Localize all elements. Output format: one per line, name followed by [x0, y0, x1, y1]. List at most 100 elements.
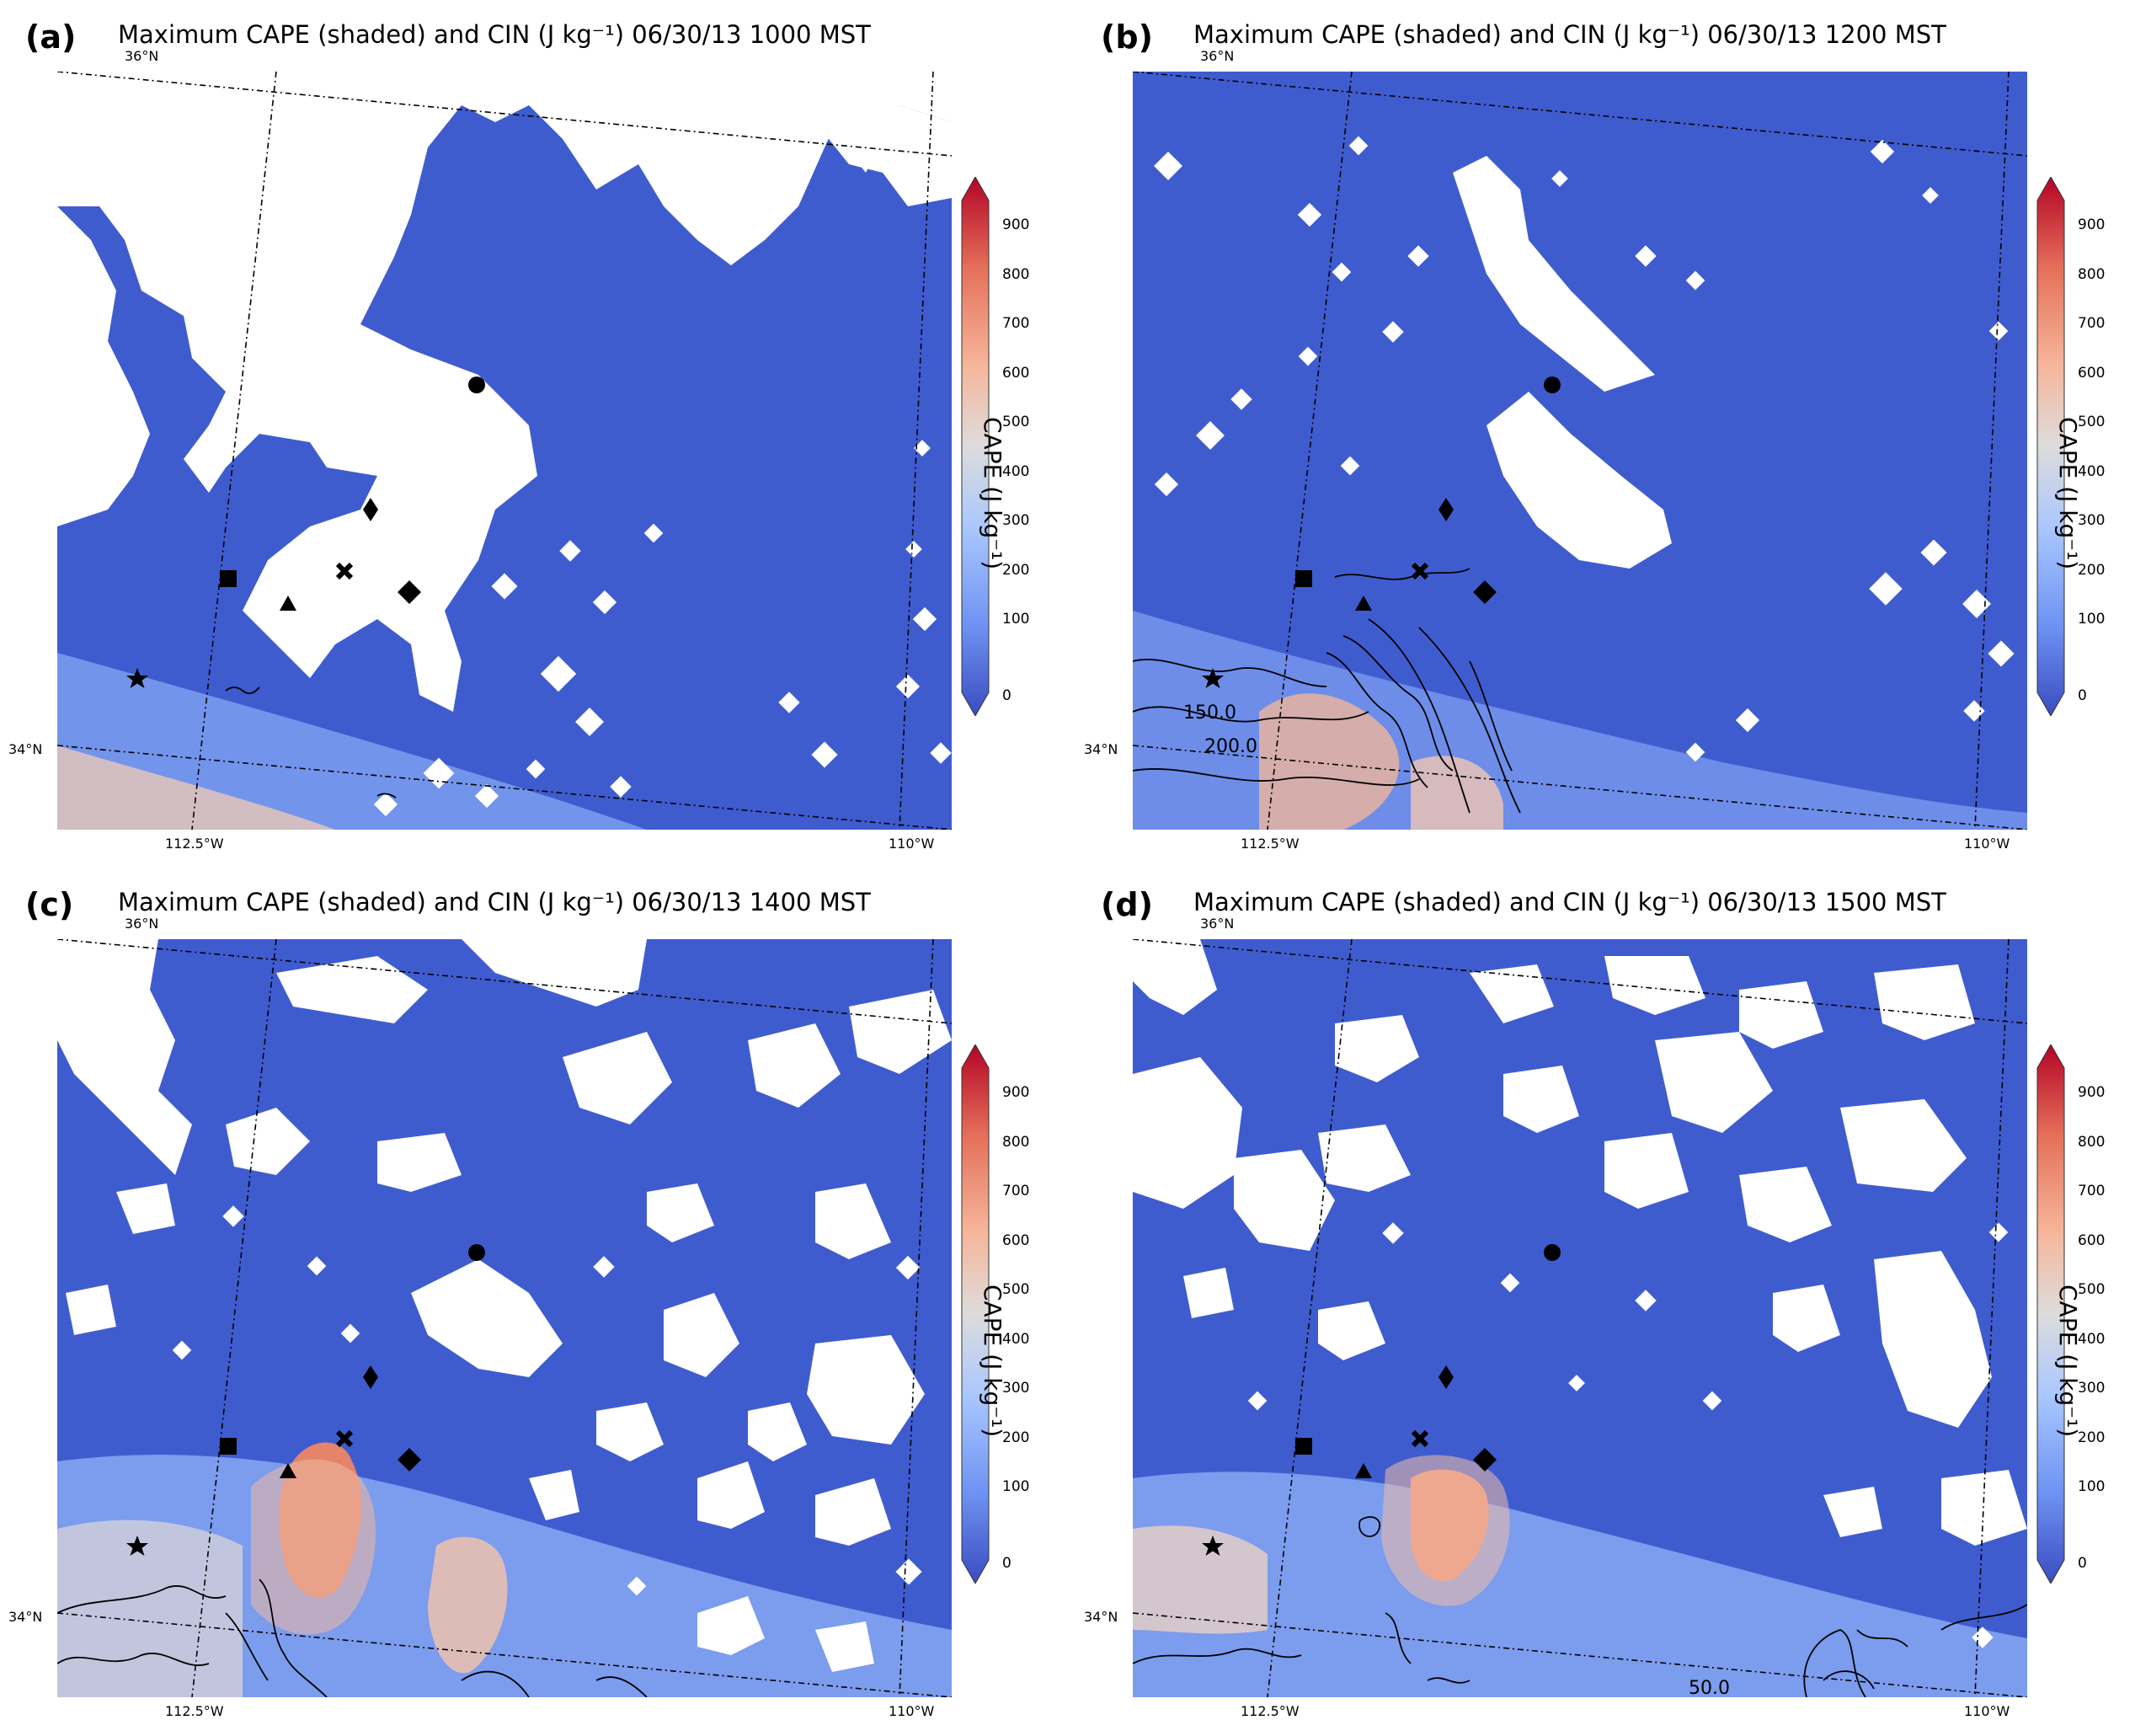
colorbar-tick: 700 — [2078, 1183, 2106, 1199]
colorbar-tick: 400 — [2078, 1331, 2106, 1348]
colorbar-tick: 100 — [1002, 611, 1030, 628]
colorbar-tick: 400 — [2078, 463, 2106, 480]
lon-tick-label: 110°W — [1964, 1703, 2010, 1719]
colorbar-tick: 100 — [2078, 611, 2106, 628]
colorbar-tick: 600 — [1002, 1232, 1030, 1249]
colorbar-tick: 200 — [2078, 562, 2106, 579]
colorbar-tick: 300 — [2078, 512, 2106, 529]
colorbar-label: CAPE (J kg⁻¹) — [979, 417, 1006, 570]
lat-tick-label: 36°N — [125, 916, 159, 932]
lat-tick-label: 36°N — [1200, 916, 1235, 932]
colorbar-tick: 500 — [1002, 414, 1030, 430]
colorbar-tick: 0 — [2078, 1555, 2087, 1572]
colorbar-tick: 700 — [2078, 315, 2106, 332]
cin-contour-label: 50.0 — [1689, 1678, 1730, 1697]
x-marker — [335, 562, 354, 580]
thin-diamond-marker — [363, 1365, 378, 1389]
colorbar-label: CAPE (J kg⁻¹) — [2054, 417, 2082, 570]
colorbar-tick: 900 — [2078, 1084, 2106, 1101]
colorbar-tick: 300 — [2078, 1380, 2106, 1397]
cape-southern-gradient — [1133, 1472, 2027, 1697]
lat-tick-label: 36°N — [1200, 48, 1235, 64]
colorbar-tick: 800 — [2078, 1134, 2106, 1151]
circle-marker — [468, 377, 485, 393]
thin-diamond-marker — [1438, 1365, 1454, 1389]
masked-blobs — [57, 939, 952, 1672]
colorbar — [2036, 1044, 2065, 1584]
panel-b: (b) Maximum CAPE (shaded) and CIN (J kg⁻… — [1076, 0, 2151, 868]
x-marker — [1411, 562, 1429, 580]
graticule — [57, 939, 952, 1697]
cin-contour-label: 200.0 — [1204, 736, 1257, 757]
graticule — [1133, 939, 2027, 1697]
x-marker — [1411, 1429, 1429, 1448]
circle-marker — [1544, 377, 1561, 393]
station-markers — [1202, 377, 1561, 688]
cin-contours — [1133, 1516, 2027, 1697]
panel-title: Maximum CAPE (shaded) and CIN (J kg⁻¹) 0… — [118, 888, 871, 916]
lon-tick-label: 110°W — [1964, 836, 2010, 852]
colorbar-tick: 100 — [1002, 1478, 1030, 1495]
lat-tick-label: 34°N — [1084, 741, 1118, 757]
colorbar-tick: 800 — [2078, 266, 2106, 283]
colorbar-tick: 300 — [1002, 512, 1030, 529]
colorbar-tick: 800 — [1002, 266, 1030, 283]
colorbar-tick: 600 — [1002, 365, 1030, 382]
panel-title: Maximum CAPE (shaded) and CIN (J kg⁻¹) 0… — [118, 20, 871, 49]
cape-warm-core — [1259, 693, 1400, 830]
star-marker — [126, 668, 148, 688]
triangle-marker — [280, 596, 296, 611]
panel-a: (a) Maximum CAPE (shaded) and CIN (J kg⁻… — [0, 0, 1076, 868]
colorbar-tick: 800 — [1002, 1134, 1030, 1151]
cape-map — [57, 72, 952, 830]
lat-tick-label: 34°N — [8, 1609, 43, 1625]
colorbar — [961, 177, 990, 716]
triangle-marker — [1355, 596, 1372, 611]
cin-contour-label: 150.0 — [1183, 702, 1236, 724]
colorbar-tick: 400 — [1002, 1331, 1030, 1348]
graticule — [57, 72, 952, 830]
lat-tick-label: 36°N — [125, 48, 159, 64]
colorbar-tick: 0 — [2078, 687, 2087, 704]
lon-tick-label: 110°W — [889, 836, 935, 852]
colorbar-tick: 500 — [2078, 414, 2106, 430]
diamond-marker — [398, 1448, 421, 1472]
colorbar-tick: 0 — [1002, 687, 1011, 704]
cin-contours — [1133, 568, 1521, 814]
cape-warm-secondary — [428, 1536, 508, 1674]
cape-warm-region — [57, 1520, 243, 1697]
lon-tick-label: 112.5°W — [1241, 836, 1300, 852]
lat-tick-label: 34°N — [8, 741, 43, 757]
colorbar-tick: 700 — [1002, 315, 1030, 332]
cin-contours — [57, 1578, 648, 1697]
colorbar-tick: 200 — [1002, 562, 1030, 579]
colorbar-tick: 900 — [1002, 216, 1030, 233]
triangle-marker — [1355, 1463, 1372, 1478]
square-marker — [1295, 570, 1312, 587]
panel-c: (c) Maximum CAPE (shaded) and CIN (J kg⁻… — [0, 868, 1076, 1735]
lon-tick-label: 112.5°W — [165, 1703, 224, 1719]
star-marker — [126, 1536, 148, 1556]
square-marker — [1295, 1438, 1312, 1455]
masked-region-north — [57, 72, 952, 712]
graticule — [1133, 72, 2027, 830]
colorbar-tick: 500 — [2078, 1281, 2106, 1298]
panel-title: Maximum CAPE (shaded) and CIN (J kg⁻¹) 0… — [1193, 20, 1946, 49]
lon-tick-label: 112.5°W — [165, 836, 224, 852]
station-markers — [126, 377, 485, 688]
panel-letter: (d) — [1101, 886, 1153, 923]
lon-tick-label: 110°W — [889, 1703, 935, 1719]
cape-map: 150.0 200.0 — [1133, 72, 2027, 830]
diamond-marker — [398, 580, 421, 604]
colorbar-label: CAPE (J kg⁻¹) — [2054, 1285, 2082, 1438]
colorbar-tick: 0 — [1002, 1555, 1011, 1572]
colorbar-tick: 600 — [2078, 365, 2106, 382]
colorbar-tick: 200 — [1002, 1429, 1030, 1446]
masked-region-northeast — [815, 105, 952, 206]
cape-map — [57, 939, 952, 1697]
diamond-marker — [1473, 580, 1497, 604]
panel-letter: (c) — [25, 886, 74, 923]
panel-letter: (b) — [1101, 19, 1153, 56]
thin-diamond-marker — [1438, 498, 1454, 521]
colorbar — [961, 1044, 990, 1584]
